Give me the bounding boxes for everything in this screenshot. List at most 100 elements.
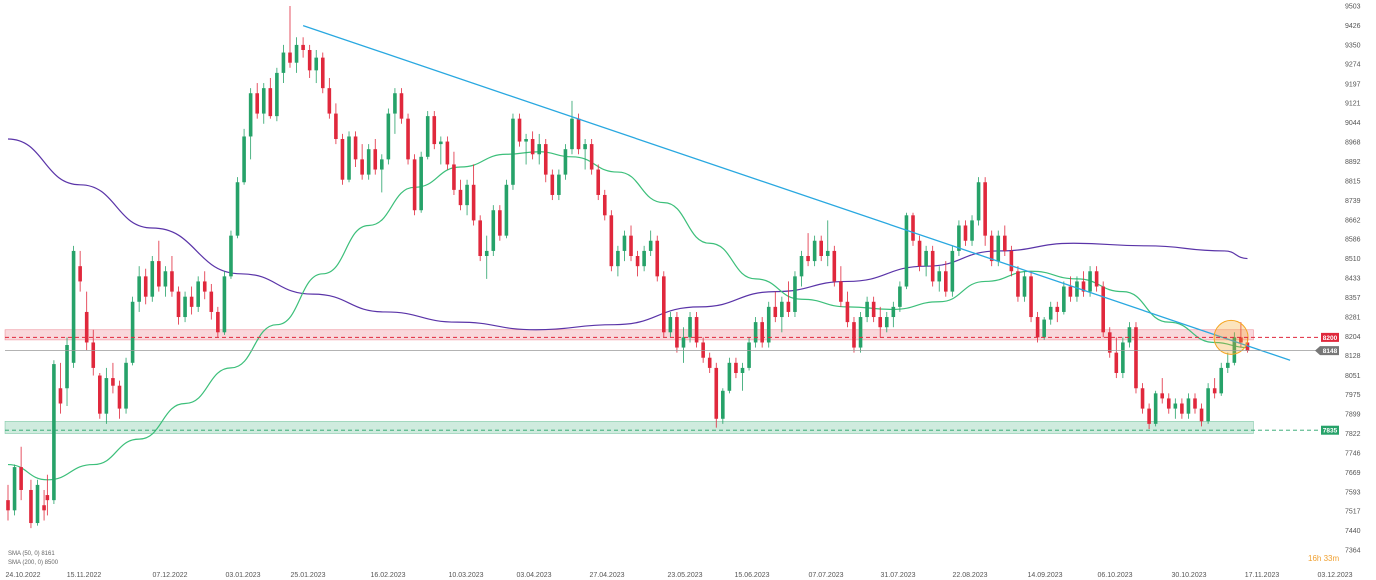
candle-body bbox=[793, 276, 797, 312]
candle bbox=[1180, 398, 1184, 419]
candle bbox=[196, 276, 200, 312]
candle bbox=[1186, 393, 1191, 419]
candle bbox=[943, 261, 948, 297]
y-tick-label: 9121 bbox=[1345, 101, 1361, 108]
candle bbox=[98, 372, 102, 419]
candle-body bbox=[865, 301, 869, 318]
candle-body bbox=[163, 271, 168, 287]
candle bbox=[117, 380, 122, 419]
candle bbox=[786, 281, 791, 318]
candle bbox=[622, 230, 627, 262]
candle-body bbox=[452, 164, 456, 190]
candle-body bbox=[222, 276, 227, 333]
y-tick-label: 9197 bbox=[1345, 81, 1361, 88]
candle-body bbox=[1035, 317, 1040, 338]
candle-body bbox=[150, 261, 155, 297]
candle-body bbox=[98, 375, 102, 414]
candle-body bbox=[1199, 408, 1204, 422]
candle bbox=[616, 245, 620, 277]
candle-body bbox=[347, 136, 351, 180]
candle bbox=[452, 151, 456, 195]
y-tick-label: 7517 bbox=[1345, 509, 1361, 516]
candle bbox=[6, 484, 10, 521]
candle-body bbox=[740, 367, 745, 373]
y-tick-label: 7593 bbox=[1345, 489, 1361, 496]
legend-sma50: SMA (50, 0) 8161 bbox=[8, 551, 55, 557]
candle-body bbox=[589, 144, 594, 170]
x-tick-label: 10.03.2023 bbox=[448, 572, 483, 579]
candle bbox=[189, 286, 194, 315]
candle-body bbox=[668, 317, 673, 333]
candle-body bbox=[1042, 319, 1046, 338]
x-tick-label: 25.01.2023 bbox=[290, 572, 325, 579]
candle bbox=[314, 49, 319, 84]
candle-body bbox=[688, 317, 692, 338]
candle-body bbox=[543, 144, 548, 175]
candle-body bbox=[117, 385, 122, 409]
candle bbox=[602, 189, 607, 221]
candle-body bbox=[314, 57, 319, 71]
candle bbox=[773, 291, 778, 323]
candle bbox=[1232, 332, 1237, 366]
candle-body bbox=[1081, 281, 1086, 292]
candle-body bbox=[1107, 332, 1112, 353]
candle bbox=[327, 77, 332, 119]
candle-body bbox=[393, 93, 397, 114]
candle bbox=[1101, 281, 1105, 338]
x-tick-label: 24.10.2022 bbox=[5, 572, 40, 579]
candle bbox=[609, 210, 614, 272]
candle-body bbox=[629, 235, 633, 257]
candle bbox=[334, 103, 338, 145]
candle bbox=[714, 362, 719, 428]
candle-body bbox=[216, 311, 220, 333]
candle bbox=[347, 131, 351, 183]
candle-body bbox=[419, 156, 423, 211]
candle-body bbox=[386, 113, 391, 160]
candle bbox=[248, 88, 253, 160]
candle-body bbox=[366, 149, 371, 175]
candle bbox=[261, 83, 266, 124]
candle-body bbox=[353, 136, 358, 160]
candle-body bbox=[989, 235, 994, 262]
candle-body bbox=[845, 301, 850, 323]
candle bbox=[884, 311, 889, 333]
support-zone bbox=[4, 421, 1254, 434]
candle bbox=[530, 131, 535, 160]
candle bbox=[104, 367, 109, 424]
candle bbox=[202, 271, 207, 300]
candle bbox=[1107, 327, 1112, 358]
candle bbox=[1127, 322, 1132, 348]
candle bbox=[937, 266, 942, 292]
current-price-badge-bg bbox=[1315, 346, 1339, 356]
candle bbox=[662, 271, 666, 338]
candle bbox=[1166, 393, 1171, 414]
candle-body bbox=[465, 184, 469, 206]
candle bbox=[858, 311, 863, 353]
candle-body bbox=[261, 88, 266, 114]
current-price-badge: 8148 bbox=[1315, 346, 1339, 356]
candle-body bbox=[937, 271, 942, 282]
candle-body bbox=[681, 337, 686, 348]
candle-body bbox=[399, 93, 404, 119]
candle-body bbox=[1121, 342, 1125, 373]
candle-body bbox=[248, 93, 253, 137]
x-tick-label: 06.10.2023 bbox=[1097, 572, 1132, 579]
current-price-badge-text: 8148 bbox=[1323, 348, 1338, 355]
candle-body bbox=[721, 390, 725, 419]
candle bbox=[157, 240, 161, 292]
candle bbox=[222, 271, 227, 335]
sma200-line bbox=[7, 138, 1248, 331]
candle-body bbox=[281, 52, 286, 73]
candle-body bbox=[1134, 327, 1138, 389]
candle-body bbox=[1193, 398, 1197, 409]
candle-body bbox=[45, 495, 50, 501]
y-tick-label: 9350 bbox=[1345, 42, 1361, 49]
candle bbox=[111, 362, 115, 394]
y-tick-label: 8739 bbox=[1345, 198, 1361, 205]
candle-body bbox=[29, 489, 33, 524]
candle bbox=[1055, 301, 1060, 323]
descending-trendline[interactable] bbox=[302, 24, 1291, 361]
candle-body bbox=[839, 281, 843, 302]
candle-body bbox=[229, 235, 233, 277]
